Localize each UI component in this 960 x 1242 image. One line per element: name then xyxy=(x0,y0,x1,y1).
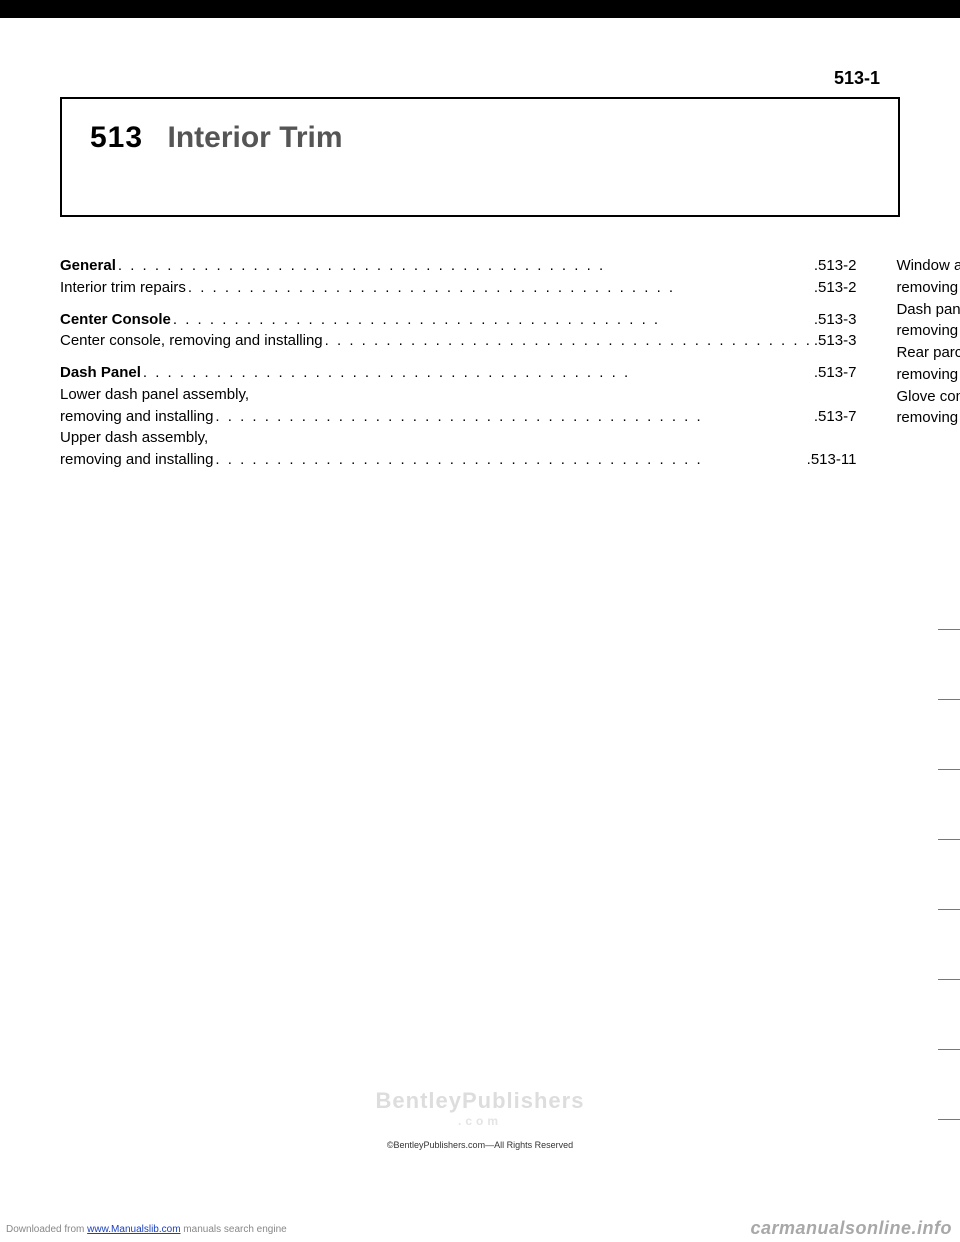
toc-page: .513-2 xyxy=(814,277,857,299)
copyright-text: ©BentleyPublishers.com—All Rights Reserv… xyxy=(0,1140,960,1150)
toc-line: removing and installing . . . . . . . . … xyxy=(60,406,856,428)
toc-page: .513-3 xyxy=(814,330,857,352)
toc-line: Interior trim repairs . . . . . . . . . … xyxy=(60,277,856,299)
toc-line: removing and installing . . . . . . . . … xyxy=(60,449,856,471)
watermark: BentleyPublishers .com xyxy=(0,1088,960,1128)
toc-left-column: General . . . . . . . . . . . . . . . . … xyxy=(60,255,856,481)
toc-dots: . . . . . . . . . . . . . . . . . . . . … xyxy=(213,449,806,471)
toc-label: removing and installing xyxy=(60,406,213,428)
toc-label: removing and installing xyxy=(896,320,960,342)
toc-line: removing and installing . . . . . . . . … xyxy=(896,320,960,342)
table-of-contents: General . . . . . . . . . . . . . . . . … xyxy=(60,255,900,481)
toc-line: Glove compartment, xyxy=(896,386,960,408)
toc-label: Rear parcel shelf panel, xyxy=(896,342,960,364)
watermark-sub: .com xyxy=(0,1114,960,1128)
toc-dots: . . . . . . . . . . . . . . . . . . . . … xyxy=(323,330,814,352)
footer-left: Downloaded from www.Manualslib.com manua… xyxy=(0,1224,287,1235)
page-number: 513-1 xyxy=(60,68,900,89)
toc-label: Glove compartment, xyxy=(896,386,960,408)
footer-manualslib-link[interactable]: www.Manualslib.com xyxy=(87,1224,180,1235)
toc-line: removing and installing . . . . . . . . … xyxy=(896,407,960,429)
toc-label: removing and installing xyxy=(896,277,960,299)
toc-group: General . . . . . . . . . . . . . . . . … xyxy=(60,255,856,299)
toc-page: .513-11 xyxy=(807,449,857,471)
toc-group: Dash Panel . . . . . . . . . . . . . . .… xyxy=(60,362,856,471)
toc-dots: . . . . . . . . . . . . . . . . . . . . … xyxy=(116,255,814,277)
toc-line: removing and installing . . . . . . . . … xyxy=(896,277,960,299)
watermark-main: BentleyPublishers xyxy=(0,1088,960,1114)
toc-page: .513-7 xyxy=(814,406,857,428)
chapter-number: 513 xyxy=(90,121,143,154)
toc-label: Lower dash panel assembly, xyxy=(60,384,249,406)
toc-label: Upper dash assembly, xyxy=(60,427,208,449)
toc-label: Dash panel support, xyxy=(896,299,960,321)
footer-left-pre: Downloaded from xyxy=(6,1224,87,1235)
toc-line: Dash panel support, xyxy=(896,299,960,321)
chapter-title: Interior Trim xyxy=(168,121,343,154)
toc-label: removing and installing xyxy=(896,364,960,386)
toc-page: .513-2 xyxy=(814,255,857,277)
toc-dots: . . . . . . . . . . . . . . . . . . . . … xyxy=(171,309,814,331)
toc-line: General . . . . . . . . . . . . . . . . … xyxy=(60,255,856,277)
toc-line: Window and door post trim panels, xyxy=(896,255,960,277)
toc-group: Center Console . . . . . . . . . . . . .… xyxy=(60,309,856,353)
toc-line: Rear parcel shelf panel, xyxy=(896,342,960,364)
binder-tick-marks xyxy=(938,560,960,1162)
toc-line: Upper dash assembly, xyxy=(60,427,856,449)
toc-line: Center Console . . . . . . . . . . . . .… xyxy=(60,309,856,331)
toc-dots: . . . . . . . . . . . . . . . . . . . . … xyxy=(186,277,814,299)
toc-line: Lower dash panel assembly, xyxy=(60,384,856,406)
toc-right-column: Window and door post trim panels,removin… xyxy=(896,255,960,481)
toc-label: removing and installing xyxy=(60,449,213,471)
toc-label: Dash Panel xyxy=(60,362,141,384)
toc-label: Interior trim repairs xyxy=(60,277,186,299)
toc-label: Center Console xyxy=(60,309,171,331)
toc-line: removing and installing . . . . . . . . … xyxy=(896,364,960,386)
page-footer: Downloaded from www.Manualslib.com manua… xyxy=(0,1216,960,1242)
toc-dots: . . . . . . . . . . . . . . . . . . . . … xyxy=(141,362,814,384)
toc-label: General xyxy=(60,255,116,277)
toc-page: .513-7 xyxy=(814,362,857,384)
top-black-bar xyxy=(0,0,960,18)
chapter-title-box: 513 Interior Trim xyxy=(60,97,900,217)
page-body: 513-1 513 Interior Trim General . . . . … xyxy=(0,18,960,1178)
footer-left-post: manuals search engine xyxy=(181,1224,287,1235)
toc-line: Center console, removing and installing … xyxy=(60,330,856,352)
toc-page: .513-3 xyxy=(814,309,857,331)
toc-label: Center console, removing and installing xyxy=(60,330,323,352)
toc-line: Dash Panel . . . . . . . . . . . . . . .… xyxy=(60,362,856,384)
toc-dots: . . . . . . . . . . . . . . . . . . . . … xyxy=(213,406,813,428)
footer-right-watermark: carmanualsonline.info xyxy=(750,1218,952,1239)
toc-label: Window and door post trim panels, xyxy=(896,255,960,277)
toc-group: Window and door post trim panels,removin… xyxy=(896,255,960,429)
toc-label: removing and installing xyxy=(896,407,960,429)
